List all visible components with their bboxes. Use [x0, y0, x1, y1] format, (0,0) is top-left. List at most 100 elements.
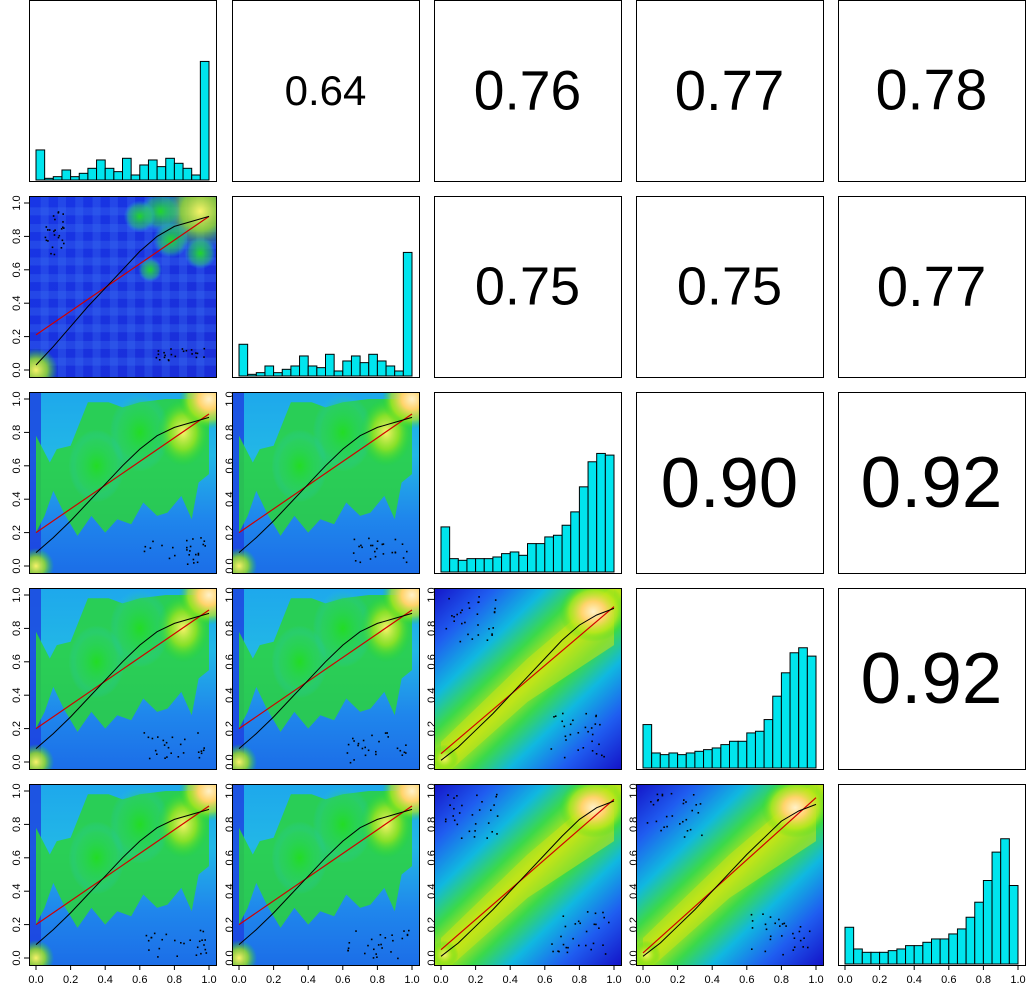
outlier-point: [783, 922, 786, 925]
regression-line: [238, 805, 413, 926]
histogram-bar: [44, 177, 54, 181]
histogram-bar: [299, 355, 309, 377]
inner-tick-label: 0.0: [628, 950, 640, 965]
y-tick-label: 0.2: [11, 525, 23, 540]
outlier-point: [364, 754, 367, 757]
outlier-point: [53, 253, 56, 256]
outlier-point: [405, 744, 407, 746]
outlier-point: [371, 734, 373, 737]
outlier-point: [577, 920, 580, 923]
histogram-bar: [685, 752, 696, 769]
outlier-point: [578, 944, 580, 947]
panel-frame: [434, 0, 622, 182]
inner-tick-label: 1.0: [426, 783, 438, 798]
outlier-point: [686, 830, 689, 832]
outlier-point: [493, 611, 496, 613]
histogram-bar: [104, 167, 115, 181]
histogram-bar: [156, 166, 167, 181]
x-tick-label: 0.2: [872, 974, 887, 986]
histogram-bar: [887, 950, 898, 965]
outlier-point: [161, 938, 163, 941]
outlier-point: [584, 726, 587, 729]
outlier-point: [204, 948, 207, 951]
histogram-bar: [122, 157, 132, 181]
outlier-point: [352, 737, 354, 740]
outlier-point: [572, 719, 574, 722]
outlier-point: [453, 797, 455, 799]
panel-r4-c2: [434, 784, 622, 966]
histogram-bar: [853, 948, 863, 965]
outlier-point: [157, 353, 160, 356]
x-tick-label: 0.2: [266, 974, 281, 986]
outlier-point: [803, 937, 805, 939]
regression-line: [35, 413, 210, 534]
outlier-point: [186, 563, 189, 565]
histogram-bar: [754, 730, 765, 769]
histogram-bar: [350, 355, 361, 377]
outlier-point: [153, 932, 156, 935]
outlier-point: [401, 543, 404, 545]
x-tick-label: 0.4: [301, 974, 316, 986]
panel-frame: [434, 392, 622, 574]
histogram-bar: [457, 559, 468, 573]
panel-r1-c1: [232, 196, 420, 378]
outlier-point: [182, 752, 185, 754]
outlier-point: [585, 930, 588, 933]
outlier-point: [695, 804, 697, 806]
outlier-point: [168, 557, 171, 560]
histogram-bar: [879, 951, 889, 965]
x-tick-label: 0.2: [670, 974, 685, 986]
outlier-point: [468, 830, 471, 833]
inner-tick-label: 0.4: [426, 688, 438, 703]
outlier-point: [493, 804, 495, 806]
histogram-bar: [956, 928, 967, 965]
inner-tick-label: 1.0: [224, 391, 236, 406]
outlier-point: [579, 922, 581, 925]
histogram-bar: [729, 740, 739, 769]
outlier-point: [762, 913, 764, 915]
histogram-bar: [199, 60, 210, 181]
outlier-point: [199, 929, 202, 932]
outlier-point: [496, 793, 498, 796]
outlier-point: [585, 712, 587, 715]
outlier-point: [382, 553, 385, 555]
outlier-point: [44, 236, 47, 239]
outlier-point: [461, 609, 463, 611]
inner-tick-label: 0.2: [224, 525, 236, 540]
histogram-bar: [333, 370, 344, 377]
y-tick-label: 1.0: [11, 195, 23, 210]
outlier-point: [683, 836, 686, 838]
histogram-bar: [561, 524, 572, 573]
inner-tick-label: 0.6: [224, 458, 236, 473]
panel-frame: [636, 0, 824, 182]
outlier-point: [374, 555, 377, 558]
histogram-bar: [587, 461, 598, 573]
outlier-point: [154, 749, 157, 752]
outlier-point: [376, 956, 378, 958]
outlier-point: [375, 750, 377, 753]
x-tick-label: 0.6: [739, 974, 754, 986]
outlier-point: [750, 913, 753, 916]
outlier-point: [381, 543, 384, 546]
outlier-point: [682, 820, 684, 823]
outlier-point: [445, 627, 448, 630]
histogram-bar: [789, 652, 800, 769]
outlier-point: [368, 537, 370, 540]
outlier-point: [188, 554, 190, 556]
outlier-point: [189, 545, 192, 548]
outlier-point: [375, 953, 377, 955]
outlier-point: [394, 551, 397, 554]
histogram-bar: [35, 149, 46, 181]
outlier-point: [595, 923, 597, 926]
outlier-point: [147, 939, 150, 942]
y-tick-label: 1.0: [11, 391, 23, 406]
inner-tick-label: 0.4: [426, 884, 438, 899]
outlier-point: [57, 211, 60, 213]
outlier-point: [590, 727, 593, 729]
outlier-point: [799, 939, 802, 942]
outlier-point: [189, 939, 191, 941]
outlier-point: [62, 221, 64, 223]
panel-r1-c0: [29, 196, 217, 378]
outlier-point: [564, 735, 567, 738]
inner-tick-label: 0.2: [224, 721, 236, 736]
